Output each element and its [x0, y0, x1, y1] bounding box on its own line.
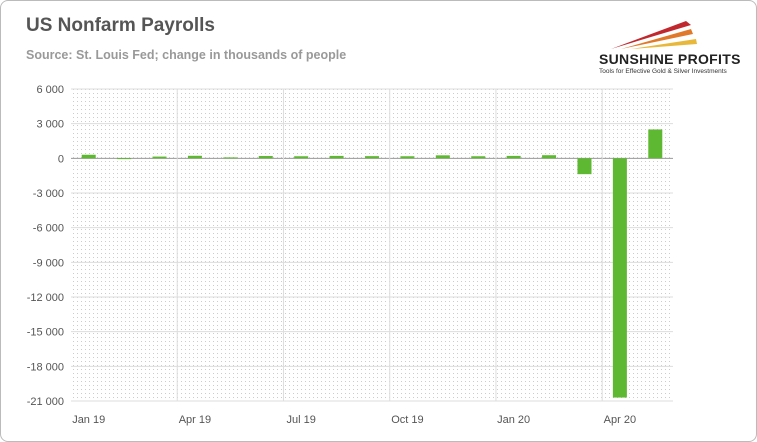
x-tick-label: Oct 19: [391, 414, 423, 426]
logo-name: SUNSHINE PROFITS: [599, 51, 741, 67]
bar-mar-19: [152, 156, 167, 159]
y-tick-label: -21 000: [27, 396, 64, 408]
bar-mar-20: [577, 158, 592, 175]
y-tick-label: 6 000: [36, 84, 64, 96]
bar-feb-19: [117, 158, 132, 160]
logo-tagline: Tools for Effective Gold & Silver Invest…: [599, 68, 727, 75]
x-tick-label: Apr 20: [604, 414, 636, 426]
bar-jan-19: [81, 154, 96, 159]
y-tick-label: -6 000: [33, 223, 64, 235]
y-tick-label: -9 000: [33, 257, 64, 269]
bar-dec-19: [471, 156, 486, 159]
sunshine-profits-logo: SUNSHINE PROFITS Tools for Effective Gol…: [591, 19, 751, 79]
y-tick-label: 3 000: [36, 119, 64, 131]
y-tick-label: -12 000: [27, 292, 64, 304]
x-tick-label: Jan 20: [497, 414, 530, 426]
x-tick-label: Apr 19: [179, 414, 211, 426]
bar-sep-19: [365, 156, 379, 159]
bar-aug-19: [329, 155, 344, 159]
logo-rays-icon: [611, 21, 697, 49]
bar-apr-19: [187, 155, 202, 159]
y-tick-label: -3 000: [33, 188, 64, 200]
x-tick-label: Jul 19: [286, 414, 315, 426]
bar-apr-20: [612, 158, 627, 398]
chart-title: US Nonfarm Payrolls: [26, 15, 215, 36]
plot-background: [71, 89, 673, 401]
y-tick-label: -18 000: [27, 361, 64, 373]
bar-jan-20: [506, 155, 521, 159]
x-tick-label: Jan 19: [72, 414, 105, 426]
bar-jun-19: [258, 156, 273, 159]
bar-oct-19: [400, 156, 415, 159]
bar-may-20: [648, 129, 663, 159]
bar-may-19: [223, 157, 238, 159]
bar-jul-19: [294, 156, 309, 159]
y-tick-label: 0: [58, 153, 64, 165]
bar-feb-20: [542, 155, 557, 159]
y-tick-label: -15 000: [27, 327, 64, 339]
bar-nov-19: [435, 155, 450, 159]
chart-subtitle: Source: St. Louis Fed; change in thousan…: [26, 48, 347, 62]
